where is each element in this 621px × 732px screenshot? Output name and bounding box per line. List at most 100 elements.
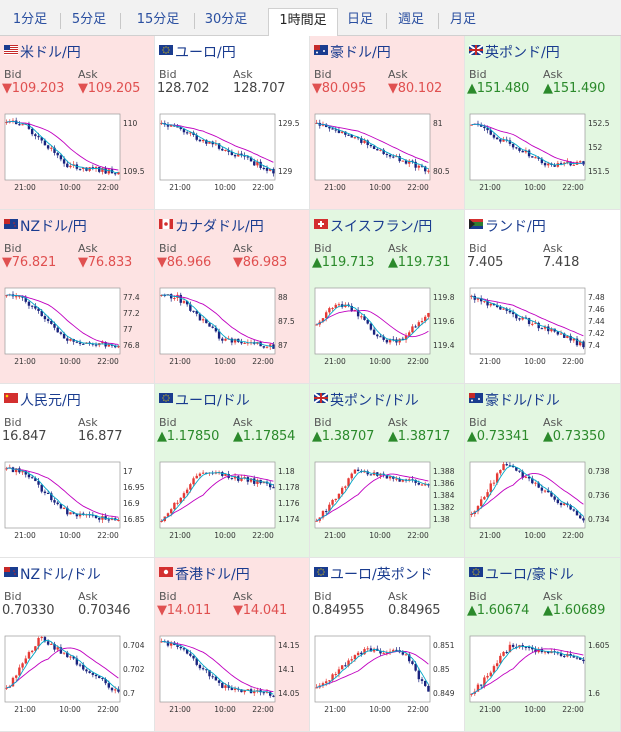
candle-body [360, 138, 363, 143]
candle-body [376, 149, 379, 151]
tab-5分足[interactable]: 5分足 [71, 12, 107, 27]
price-chart[interactable]: 152.5 152 151.5 21:00 10:00 22:00 [467, 110, 617, 196]
tab-週足[interactable]: 週足 [397, 12, 424, 27]
candle-body [324, 312, 328, 319]
currency-card[interactable]: スイスフラン/円 Bid Ask ▲119.713 ▲119.731 119.8 119.6… [310, 210, 465, 384]
y-tick-label: 0.704 [123, 641, 145, 650]
price-chart[interactable]: 7.48 7.46 7.44 7.42 7.4 21:00 10:00 22:00 [467, 284, 617, 370]
y-tick-label: 7.4 [588, 341, 600, 350]
candle-body [556, 331, 560, 335]
pair-name[interactable]: 英ポンド/ドル [330, 393, 419, 409]
x-tick-label: 22:00 [252, 705, 274, 714]
candle-body [369, 474, 373, 476]
candle-body [192, 478, 195, 485]
pair-name[interactable]: 豪ドル/ドル [485, 393, 560, 409]
pair-name[interactable]: ユーロ/豪ドル [485, 567, 574, 583]
tab-月足[interactable]: 月足 [449, 12, 476, 27]
candle-body [62, 333, 66, 339]
currency-card[interactable]: ユーロ/豪ドル Bid Ask ▲1.60674 ▲1.60689 1.605 1.6 21:… [465, 558, 621, 732]
candle-body [50, 147, 53, 149]
tab-日足[interactable]: 日足 [346, 12, 373, 27]
pair-name[interactable]: ランド/円 [485, 219, 546, 235]
moving-average-short [471, 465, 584, 517]
candle-body [518, 318, 521, 320]
price-chart[interactable]: 110 109.5 21:00 10:00 22:00 [2, 110, 152, 196]
pair-name[interactable]: ユーロ/英ポンド [330, 567, 433, 583]
pair-name[interactable]: 英ポンド/円 [485, 45, 560, 61]
ask-value: 128.707 [233, 81, 286, 96]
y-tick-label: 7.42 [588, 329, 605, 338]
candle-body [24, 658, 27, 664]
candle-body [59, 155, 63, 160]
candle-body [5, 468, 8, 470]
currency-card[interactable]: 豪ドル/円 Bid Ask ▼80.095 ▼80.102 81 80.5 21:00 10:0… [310, 36, 465, 210]
currency-card[interactable]: ランド/円 Bid Ask 7.405 7.418 7.48 7.46 7.44 7.42 7.4… [465, 210, 621, 384]
currency-card[interactable]: 豪ドル/ドル Bid Ask ▲0.73341 ▲0.73350 0.738 0.736 0.… [465, 384, 621, 558]
pair-name[interactable]: カナダドル/円 [175, 219, 264, 235]
currency-card[interactable]: 英ポンド/円 Bid Ask ▲151.480 ▲151.490 152.5 152 151.… [465, 36, 621, 210]
currency-card[interactable]: 人民元/円 Bid Ask 16.847 16.877 17 16.95 16.9 16.85 2… [0, 384, 155, 558]
candle-body [246, 156, 250, 158]
tab-1分足[interactable]: 1分足 [12, 12, 48, 27]
price-chart[interactable]: 77.4 77.2 77 76.8 21:00 10:00 22:00 [2, 284, 152, 370]
pair-name[interactable]: スイスフラン/円 [330, 219, 433, 235]
currency-card[interactable]: 香港ドル/円 Bid Ask ▼14.011 ▼14.041 14.15 14.1 14.05… [155, 558, 310, 732]
pair-name[interactable]: NZドル/円 [20, 219, 87, 235]
pair-name[interactable]: NZドル/ドル [20, 567, 101, 583]
pair-name[interactable]: 米ドル/円 [20, 45, 81, 61]
moving-average-long [471, 123, 584, 165]
candle-body [360, 652, 363, 655]
bid-label: Bid [314, 416, 332, 429]
currency-card[interactable]: 米ドル/円 Bid Ask ▼109.203 ▼109.205 110 109.5 21:00… [0, 36, 155, 210]
candle-body [492, 666, 496, 673]
eu-flag-icon [159, 45, 173, 55]
price-chart[interactable]: 1.605 1.6 21:00 10:00 22:00 [467, 632, 617, 718]
bid-label: Bid [159, 242, 177, 255]
candle-body [195, 134, 198, 140]
currency-card[interactable]: 英ポンド/ドル Bid Ask ▲1.38707 ▲1.38717 1.388 1.386 1… [310, 384, 465, 558]
candle-body [511, 312, 515, 315]
nz-flag-icon [4, 219, 18, 229]
price-chart[interactable]: 119.8 119.6 119.4 21:00 10:00 22:00 [312, 284, 462, 370]
candle-body [401, 652, 405, 655]
currency-card[interactable]: ユーロ/ドル Bid Ask ▲1.17850 ▲1.17854 1.18 1.178 1.1… [155, 384, 310, 558]
tab-1時間足[interactable]: 1時間足 [268, 8, 338, 37]
currency-card[interactable]: NZドル/ドル Bid Ask 0.70330 0.70346 0.704 0.702 0.7… [0, 558, 155, 732]
price-chart[interactable]: 0.851 0.85 0.849 21:00 10:00 22:00 [312, 632, 462, 718]
hk-flag-icon [159, 567, 173, 577]
currency-card[interactable]: ユーロ/円 Bid Ask 128.702 128.707 129.5 129 21:00 10… [155, 36, 310, 210]
price-chart[interactable]: 129.5 129 21:00 10:00 22:00 [157, 110, 307, 196]
y-tick-label: 1.38 [433, 515, 450, 524]
pair-name[interactable]: 香港ドル/円 [175, 567, 250, 583]
candle-body [30, 128, 34, 135]
price-chart[interactable]: 17 16.95 16.9 16.85 21:00 10:00 22:00 [2, 458, 152, 544]
pair-name[interactable]: ユーロ/円 [175, 45, 236, 61]
price-chart[interactable]: 81 80.5 21:00 10:00 22:00 [312, 110, 462, 196]
candle-body [91, 672, 95, 675]
price-chart[interactable]: 88 87.5 87 21:00 10:00 22:00 [157, 284, 307, 370]
price-chart[interactable]: 0.738 0.736 0.734 21:00 10:00 22:00 [467, 458, 617, 544]
price-chart[interactable]: 14.15 14.1 14.05 21:00 10:00 22:00 [157, 632, 307, 718]
moving-average-short [161, 472, 274, 522]
tab-15分足[interactable]: 15分足 [136, 12, 180, 27]
price-chart[interactable]: 1.388 1.386 1.384 1.382 1.38 21:00 10:00 22:00 [312, 458, 462, 544]
y-tick-label: 0.7 [123, 689, 135, 698]
pair-name[interactable]: 人民元/円 [20, 393, 81, 409]
price-chart[interactable]: 1.18 1.178 1.176 1.174 21:00 10:00 22:00 [157, 458, 307, 544]
candle-body [27, 301, 31, 306]
y-tick-label: 77 [123, 325, 133, 334]
y-tick-label: 77.4 [123, 293, 140, 302]
pair-name[interactable]: 豪ドル/円 [330, 45, 391, 61]
currency-card[interactable]: カナダドル/円 Bid Ask ▼86.966 ▼86.983 88 87.5 87 21:00… [155, 210, 310, 384]
candle-body [360, 316, 363, 318]
candle-body [486, 675, 489, 678]
candle-body [395, 478, 398, 480]
currency-card[interactable]: NZドル/円 Bid Ask ▼76.821 ▼76.833 77.4 77.2 77 76.8… [0, 210, 155, 384]
tab-separator [438, 13, 439, 29]
moving-average-short [471, 645, 584, 695]
candle-body [37, 308, 40, 311]
tab-30分足[interactable]: 30分足 [204, 12, 248, 27]
currency-card[interactable]: ユーロ/英ポンド Bid Ask 0.84955 0.84965 0.851 0.85 0.8… [310, 558, 465, 732]
pair-name[interactable]: ユーロ/ドル [175, 393, 250, 409]
price-chart[interactable]: 0.704 0.702 0.7 21:00 10:00 22:00 [2, 632, 152, 718]
